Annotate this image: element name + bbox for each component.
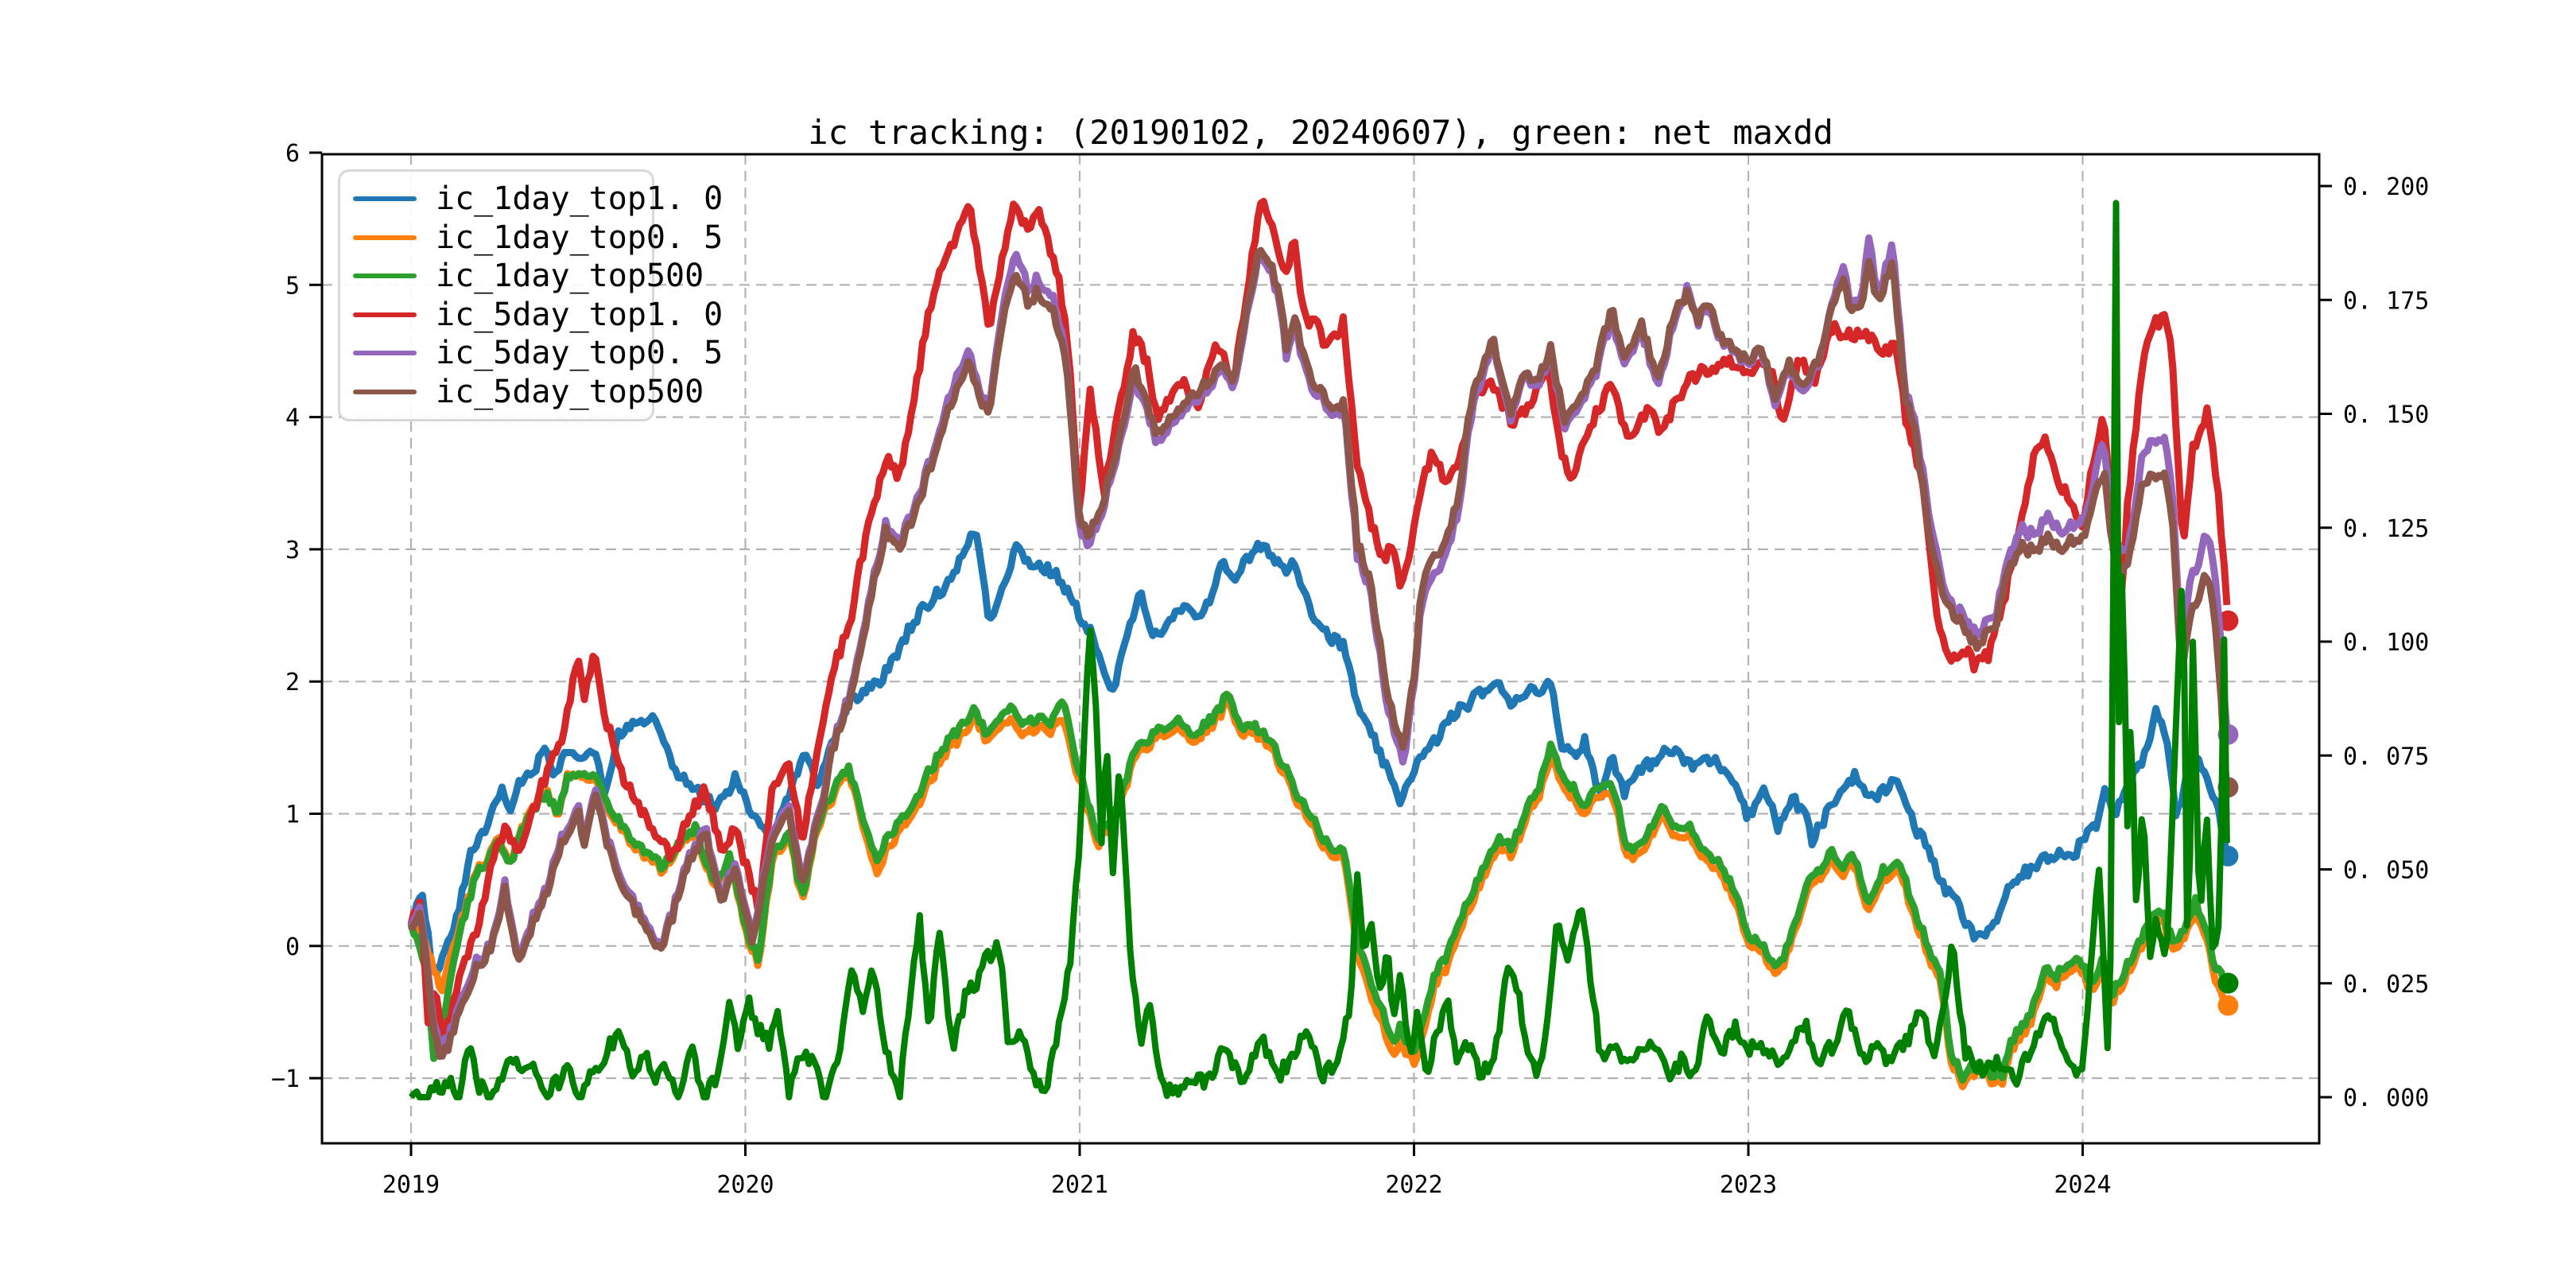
y-left-tick-label: 4 (285, 405, 300, 433)
y-left-tick-label: 0 (285, 933, 300, 961)
x-tick-label: 2022 (1385, 1171, 1442, 1199)
y-right-tick-label: 0. 075 (2343, 743, 2429, 770)
y-left-tick-label: 2 (285, 669, 300, 696)
y-left-tick-label: 5 (285, 272, 300, 300)
series-line-ic-5day-top500 (408, 246, 2231, 1060)
legend-line-swatch (353, 389, 417, 394)
x-tick-label: 2021 (1051, 1171, 1108, 1199)
y-right-tick-label: 0. 100 (2343, 629, 2429, 657)
legend-item: ic_5day_top0. 5 (340, 335, 723, 371)
chart-title: ic tracking: (20190102, 20240607), green… (808, 113, 1833, 152)
y-right-tick-label: 0. 200 (2343, 173, 2429, 201)
y-right-tick-label: 0. 175 (2343, 287, 2429, 315)
y-left-tick-label: 1 (285, 801, 300, 829)
y-left-tick-label: −1 (271, 1065, 300, 1093)
legend: ic_1day_top1. 0 ic_1day_top0. 5 ic_1day_to… (338, 169, 723, 421)
legend-label: ic_1day_top500 (436, 258, 704, 295)
legend-label: ic_1day_top0. 5 (436, 219, 724, 256)
series-line-net-maxdd (408, 200, 2230, 1100)
end-dot-ic-1day-top0-5 (2217, 995, 2239, 1016)
end-dot-net-maxdd (2217, 972, 2239, 994)
x-tick-label: 2020 (716, 1171, 774, 1199)
x-tick-label: 2023 (1720, 1171, 1777, 1199)
y-left-tick-label: 6 (285, 140, 300, 168)
legend-label: ic_5day_top500 (436, 373, 704, 410)
y-right-tick-label: 0. 150 (2343, 402, 2429, 429)
x-tick-label: 2019 (382, 1171, 440, 1199)
x-tick-label: 2024 (2054, 1171, 2111, 1199)
legend-line-swatch (353, 351, 417, 356)
y-right-tick-label: 0. 125 (2343, 515, 2429, 543)
legend-item: ic_1day_top0. 5 (340, 219, 723, 256)
legend-item: ic_5day_top500 (340, 374, 704, 410)
legend-label: ic_1day_top1. 0 (436, 180, 724, 218)
y-right-tick-label: 0. 025 (2343, 971, 2429, 999)
y-right-tick-label: 0. 000 (2343, 1084, 2429, 1112)
legend-line-swatch (353, 312, 417, 317)
plot-border (320, 153, 2321, 1145)
legend-label: ic_5day_top1. 0 (436, 296, 724, 333)
legend-item: ic_1day_top1. 0 (340, 180, 723, 217)
legend-line-swatch (353, 274, 417, 279)
legend-item: ic_1day_top500 (340, 258, 704, 294)
y-right-tick-label: 0. 050 (2343, 857, 2429, 885)
legend-item: ic_5day_top1. 0 (340, 297, 723, 333)
legend-label: ic_5day_top0. 5 (436, 335, 724, 372)
legend-line-swatch (353, 196, 417, 202)
y-left-tick-label: 3 (285, 537, 300, 564)
legend-line-swatch (353, 235, 417, 240)
